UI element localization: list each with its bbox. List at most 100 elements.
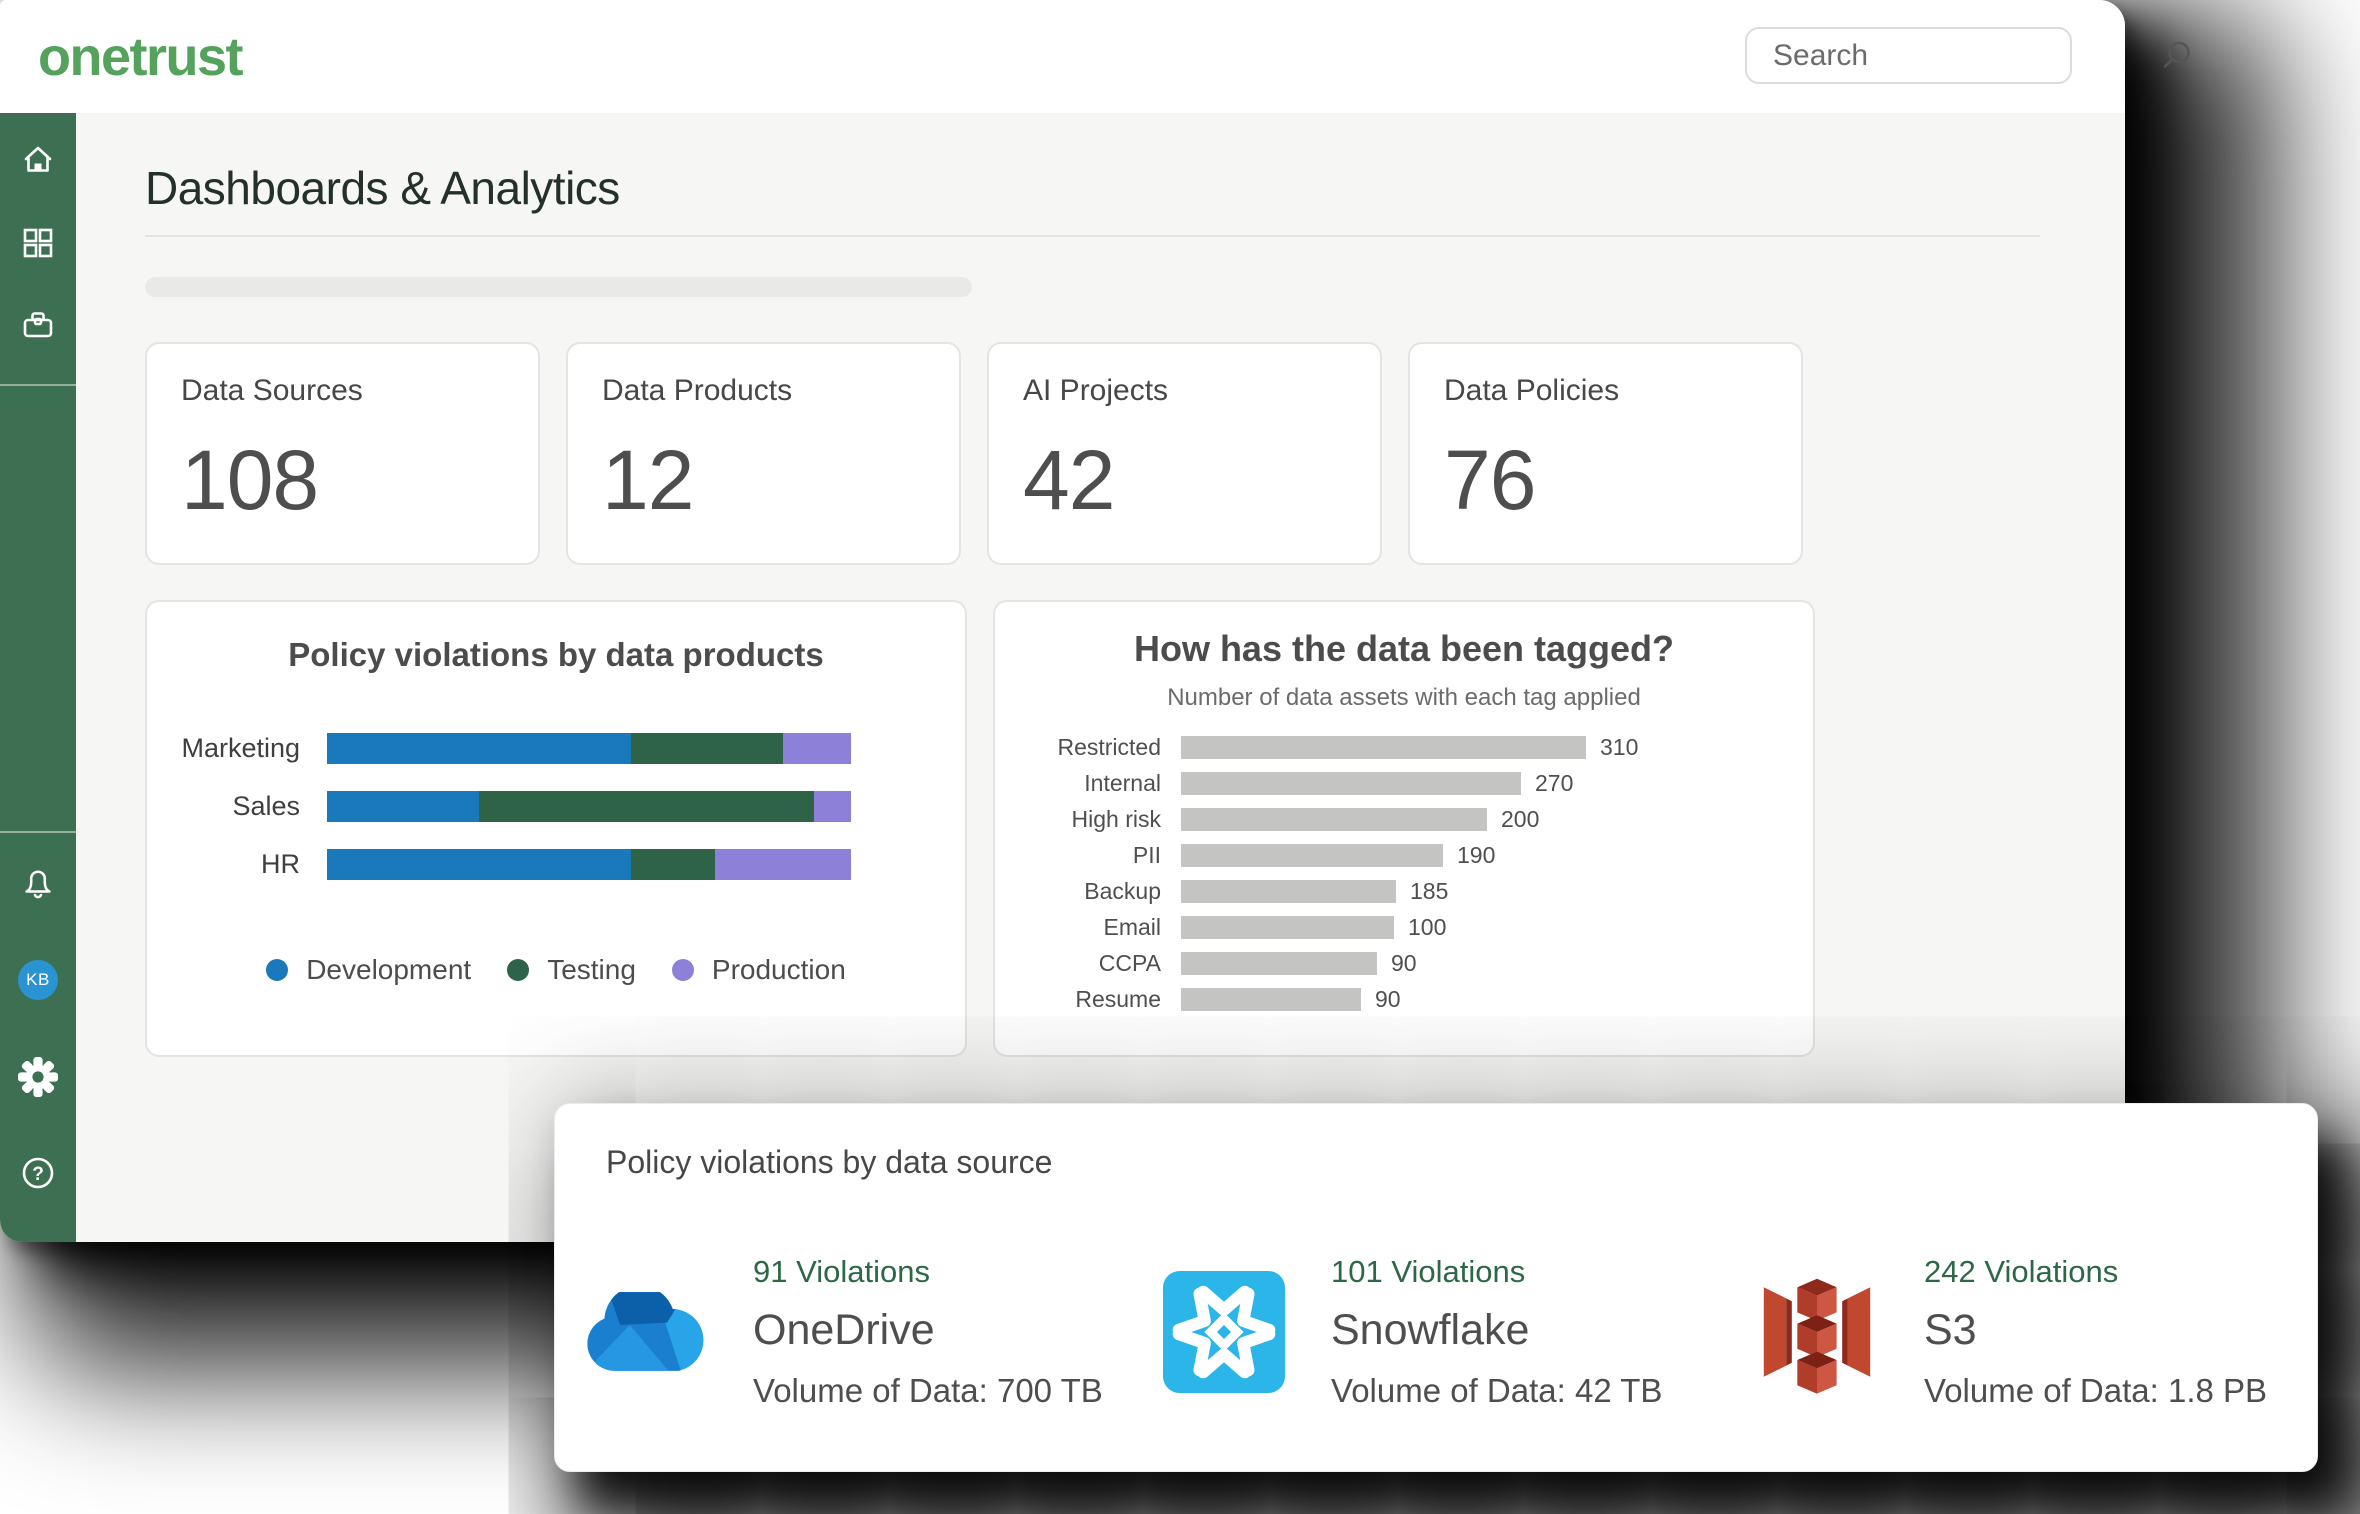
source-text: 242 Violations S3 Volume of Data: 1.8 PB (1924, 1254, 2267, 1410)
legend-label: Production (711, 954, 846, 985)
tag-label: CCPA (1098, 949, 1161, 976)
legend-dot (507, 959, 530, 981)
search-input[interactable] (1747, 38, 2159, 73)
stat-label: Data Sources (181, 374, 363, 407)
briefcase-icon (23, 312, 53, 338)
tag-bar-row-ccpa: CCPA 90 (995, 945, 1813, 981)
stacked-bar-plot: Marketing Sales HR (147, 719, 965, 893)
avatar: KB (18, 960, 58, 1000)
source-text: 91 Violations OneDrive Volume of Data: 700… (753, 1254, 1103, 1410)
legend-dot (266, 959, 289, 981)
stat-card-data-sources: Data Sources 108 (145, 342, 540, 565)
bar-segment-development (327, 848, 631, 880)
tag-label: High risk (1071, 805, 1161, 832)
main-content: Dashboards & Analytics Data Sources 108 Da… (76, 113, 2125, 1242)
title-divider (145, 235, 2040, 237)
sidebar-divider-bottom (0, 831, 76, 833)
tag-label: Resume (1075, 985, 1161, 1012)
bar-segment-development (327, 790, 479, 822)
sidebar-item-settings[interactable]: (function(){var g=document.getElementByI… (16, 1055, 60, 1099)
bar-segment-production (814, 790, 851, 822)
tag-value: 200 (1501, 805, 1540, 832)
source-violations: 242 Violations (1924, 1254, 2119, 1289)
gear-icon: (function(){var g=document.getElementByI… (18, 1057, 58, 1097)
tag-label: Backup (1084, 877, 1161, 904)
avatar-initials: KB (26, 970, 50, 989)
chart-title: How has the data been tagged? (1133, 628, 1675, 669)
stacked-bar-row-hr: HR (147, 835, 965, 893)
source-volume: Volume of Data: 700 TB (753, 1372, 1103, 1409)
tag-bar-row-email: Email 100 (995, 909, 1813, 945)
category-label: Sales (232, 790, 300, 821)
legend-item-production: Production (671, 954, 846, 986)
source-entry-snowflake: 101 Violations Snowflake Volume of Data: 4… (1163, 1254, 1662, 1410)
search-box[interactable] (1745, 27, 2190, 84)
top-header: onetrust (0, 0, 2190, 113)
sidebar-item-home[interactable] (18, 140, 58, 180)
stat-value: 76 (1444, 433, 1536, 527)
tag-bar-row-restricted: Restricted 310 (995, 729, 1813, 765)
tag-bar (1181, 807, 1487, 831)
tag-value: 190 (1457, 841, 1496, 868)
sidebar-item-projects[interactable] (18, 307, 58, 347)
onetrust-logo: onetrust (38, 26, 244, 87)
sidebar-item-help[interactable]: ? (18, 1153, 58, 1193)
tag-bar-row-resume: Resume 90 (995, 981, 1813, 1017)
tag-bar (1181, 735, 1586, 759)
home-icon (24, 146, 52, 172)
tag-bar-row-pii: PII 190 (995, 837, 1813, 873)
category-label: HR (261, 848, 300, 879)
sidebar-item-apps[interactable] (18, 223, 58, 263)
stat-card-data-products: Data Products 12 (566, 342, 961, 565)
bar-segment-development (327, 732, 631, 764)
stat-value: 108 (181, 433, 319, 527)
stat-label: Data Policies (1444, 374, 1620, 407)
legend-item-testing: Testing (507, 954, 636, 986)
tag-value: 90 (1391, 949, 1417, 976)
tag-value: 310 (1600, 733, 1639, 760)
legend-item-development: Development (266, 954, 471, 986)
tag-bar (1181, 879, 1396, 903)
source-violations: 101 Violations (1331, 1254, 1526, 1289)
bar-segment-testing (478, 790, 815, 822)
source-name: Snowflake (1331, 1306, 1530, 1354)
chart-title: Policy violations by data products (288, 636, 824, 673)
tag-bar-row-backup: Backup 185 (995, 873, 1813, 909)
sidebar-item-avatar[interactable]: KB (18, 960, 58, 1000)
loading-skeleton-bar (145, 277, 972, 297)
stat-value: 42 (1023, 433, 1115, 527)
stacked-bar (327, 848, 851, 880)
sidebar-item-notifications[interactable] (18, 864, 58, 904)
bell-icon (25, 870, 51, 899)
tag-value: 270 (1535, 769, 1574, 796)
sources-card-title: Policy violations by data source (606, 1144, 1053, 1180)
tag-bar-row-high-risk: High risk 200 (995, 801, 1813, 837)
help-icon: ? (22, 1157, 54, 1189)
legend-dot (671, 959, 694, 981)
svg-text:?: ? (32, 1164, 44, 1185)
source-name: S3 (1924, 1306, 1977, 1354)
legend-label: Testing (547, 954, 636, 985)
bar-segment-testing (630, 732, 783, 764)
stat-value: 12 (602, 433, 694, 527)
policy-violations-by-data-source-card: Policy violations by data source 91 Viol… (554, 1103, 2318, 1472)
tag-bar (1181, 771, 1521, 795)
stacked-bar-row-sales: Sales (147, 777, 965, 835)
source-violations: 91 Violations (753, 1254, 930, 1289)
tag-label: Email (1103, 913, 1161, 940)
charts-row: Policy violations by data products Marke… (145, 600, 1815, 1057)
snowflake-icon (1163, 1267, 1285, 1397)
onedrive-icon (585, 1267, 707, 1397)
tag-value: 90 (1375, 985, 1401, 1012)
stat-label: Data Products (602, 374, 793, 407)
source-name: OneDrive (753, 1306, 935, 1354)
bar-plot: Restricted 310 Internal 270 High risk 200 PII 1… (995, 729, 1813, 1017)
source-entry-s3: 242 Violations S3 Volume of Data: 1.8 PB (1756, 1254, 2267, 1410)
search-icon[interactable] (2159, 39, 2193, 73)
tag-label: Restricted (1057, 733, 1161, 760)
chart-legend: Development Testing Production (147, 954, 965, 986)
tag-bar (1181, 843, 1443, 867)
tag-bar (1181, 915, 1394, 939)
source-volume: Volume of Data: 42 TB (1331, 1372, 1663, 1409)
